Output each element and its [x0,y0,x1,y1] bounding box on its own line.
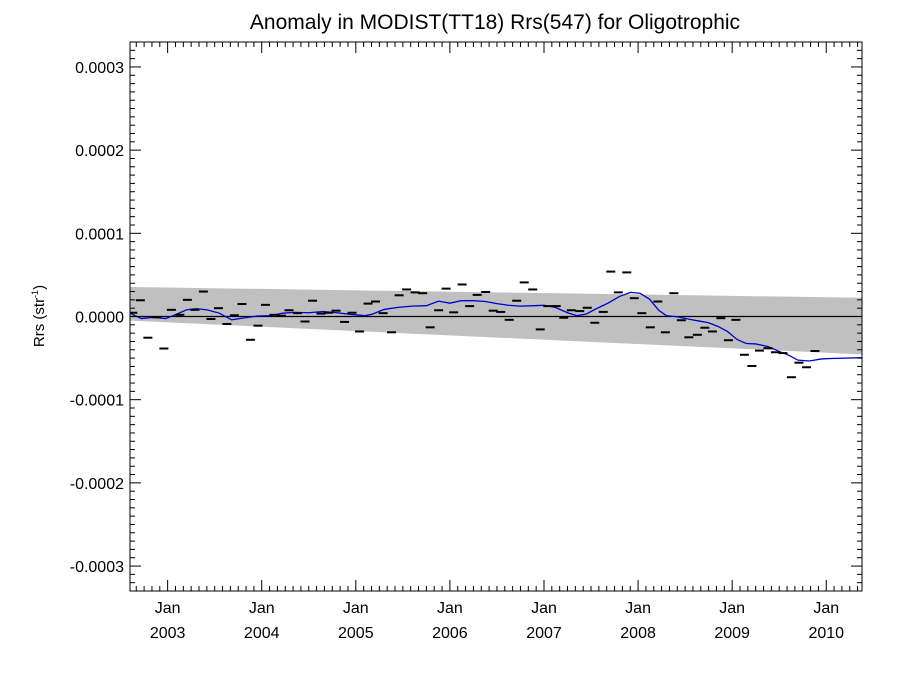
y-axis-label: Rrs (str-1) [30,285,48,347]
x-tick-label-month: Jan [249,600,275,617]
x-tick-label-year: 2009 [714,625,750,642]
x-tick-label-month: Jan [155,600,181,617]
y-tick-label: -0.0001 [70,393,124,410]
svg-text:Rrs (str-1): Rrs (str-1) [30,285,48,347]
chart-title: Anomaly in MODIST(TT18) Rrs(547) for Oli… [250,11,740,34]
x-tick-label-year: 2005 [338,625,374,642]
x-tick-label-year: 2010 [808,625,844,642]
x-tick-label-month: Jan [437,600,463,617]
ylabel-superscript: -1 [30,290,40,298]
ylabel-main: Rrs (str [31,298,48,347]
y-tick-label: 0.0001 [75,226,124,243]
x-tick-label-month: Jan [719,600,745,617]
axis-ticks [130,41,862,592]
monthly-anomaly-points [130,270,820,379]
y-tick-label: 0.0003 [75,60,124,77]
x-tick-label-year: 2007 [526,625,562,642]
x-tick-label-month: Jan [625,600,651,617]
x-tick-label-month: Jan [531,600,557,617]
x-tick-label-year: 2003 [150,625,186,642]
x-tick-label-month: Jan [813,600,839,617]
y-tick-label: -0.0002 [70,476,124,493]
y-tick-label: -0.0003 [70,559,124,576]
x-tick-label-year: 2006 [432,625,468,642]
ylabel-close: ) [31,285,48,290]
x-tick-label-month: Jan [343,600,369,617]
trend-uncertainty-band [130,286,862,355]
x-tick-labels: Jan 2003 Jan 2004 Jan 2005 Jan 2006 Jan 2007 Jan 20… [150,600,844,642]
x-tick-label-year: 2004 [244,625,280,642]
y-tick-label: 0.0000 [75,310,124,327]
y-tick-labels: -0.0003 -0.0002 -0.0001 0.0000 0.0001 0.0002 0… [70,60,124,576]
x-tick-label-year: 2008 [620,625,656,642]
y-tick-label: 0.0002 [75,143,124,160]
smoothed-anomaly-line [130,291,862,362]
